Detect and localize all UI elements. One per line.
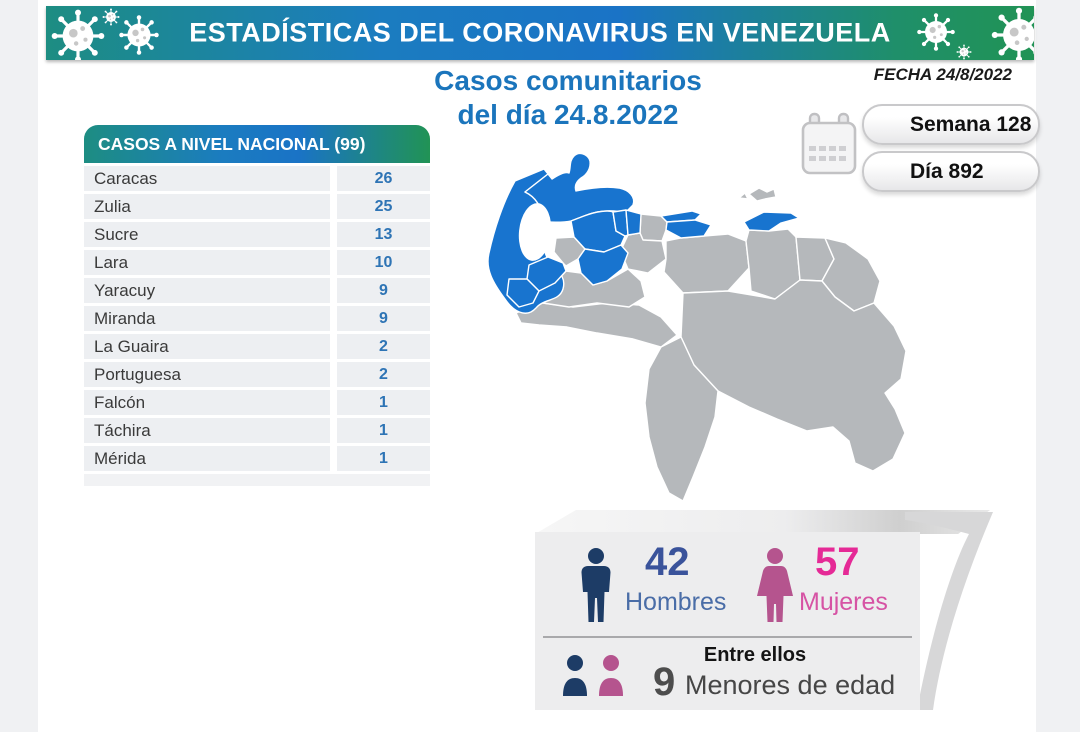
- gender-stats-panel: 42 Hombres 57 Mujeres Entre ellos 9 Meno…: [535, 532, 920, 710]
- state-name: Mérida: [84, 446, 330, 471]
- state-cases: 26: [337, 166, 430, 191]
- men-label: Hombres: [625, 588, 727, 616]
- island-margarita: [748, 187, 777, 202]
- state-tachira: [506, 278, 540, 308]
- state-name: Falcón: [84, 390, 330, 415]
- state-falcon: [524, 152, 635, 223]
- panel-divider: [543, 636, 912, 638]
- state-apure: [515, 302, 678, 348]
- page-title: ESTADÍSTICAS DEL CORONAVIRUS EN VENEZUEL…: [189, 17, 891, 48]
- women-label: Mujeres: [799, 588, 888, 616]
- minors-intro: Entre ellos: [703, 644, 807, 666]
- state-portuguesa: [577, 244, 629, 286]
- state-cases: 13: [337, 222, 430, 247]
- state-name: Sucre: [84, 222, 330, 247]
- state-guarico: [663, 233, 750, 294]
- state-cases: 1: [337, 390, 430, 415]
- state-bolivar: [680, 279, 907, 472]
- national-cases-table: CASOS A NIVEL NACIONAL (99) Caracas 26 Zu…: [84, 125, 430, 486]
- table-row: Mérida 1: [84, 446, 430, 471]
- table-header: CASOS A NIVEL NACIONAL (99): [84, 125, 430, 163]
- state-name: La Guaira: [84, 334, 330, 359]
- state-sucre: [743, 211, 800, 232]
- table-row: Portuguesa 2: [84, 362, 430, 387]
- date-label: FECHA 24/8/2022: [873, 65, 1012, 84]
- state-name: Zulia: [84, 194, 330, 219]
- table-row: Táchira 1: [84, 418, 430, 443]
- state-amazonas: [644, 336, 719, 502]
- state-cases: 2: [337, 334, 430, 359]
- table-row: Miranda 9: [84, 306, 430, 331]
- subtitle-line2: del día 24.8.2022: [457, 99, 679, 130]
- women-count: 57: [815, 540, 860, 584]
- table-row: Yaracuy 9: [84, 278, 430, 303]
- table-row: Caracas 26: [84, 166, 430, 191]
- woman-icon: [757, 548, 793, 622]
- lake-maracaibo: [518, 203, 552, 261]
- state-cases: 1: [337, 418, 430, 443]
- table-row: Zulia 25: [84, 194, 430, 219]
- table-row: La Guaira 2: [84, 334, 430, 359]
- week-badge: Semana 128: [862, 104, 1040, 145]
- state-name: Caracas: [84, 166, 330, 191]
- state-cases: 1: [337, 446, 430, 471]
- state-cases: 10: [337, 250, 430, 275]
- man-woman-bust-icons: [563, 655, 623, 696]
- minors-label: Menores de edad: [685, 670, 896, 700]
- man-icon: [581, 548, 611, 622]
- state-barinas: [540, 268, 646, 308]
- state-cases: 2: [337, 362, 430, 387]
- state-name: Portuguesa: [84, 362, 330, 387]
- table-shadow: [84, 474, 430, 486]
- calendar-icon: [801, 112, 857, 175]
- minors-count: 9: [653, 660, 676, 704]
- state-cases: 9: [337, 278, 430, 303]
- header-banner: ESTADÍSTICAS DEL CORONAVIRUS EN VENEZUEL…: [46, 6, 1034, 60]
- panel-page-curl: [905, 512, 993, 710]
- subtitle: Casos comunitarios del día 24.8.2022: [408, 64, 728, 132]
- state-carabobo: [625, 209, 642, 236]
- table-row: Sucre 13: [84, 222, 430, 247]
- state-la-guaira: [660, 210, 702, 223]
- day-badge: Día 892: [862, 151, 1040, 192]
- table-row: Falcón 1: [84, 390, 430, 415]
- state-name: Táchira: [84, 418, 330, 443]
- state-name: Lara: [84, 250, 330, 275]
- subtitle-line1: Casos comunitarios: [434, 65, 702, 96]
- state-cases: 9: [337, 306, 430, 331]
- state-cases: 25: [337, 194, 430, 219]
- state-miranda: [665, 219, 712, 239]
- page-left-margin: [0, 0, 38, 732]
- venezuela-map: [478, 142, 983, 522]
- island-coche: [738, 192, 749, 200]
- state-yaracuy: [612, 209, 629, 237]
- table-row: Lara 10: [84, 250, 430, 275]
- state-name: Miranda: [84, 306, 330, 331]
- men-count: 42: [645, 540, 690, 584]
- page-right-margin: [1036, 0, 1080, 732]
- state-name: Yaracuy: [84, 278, 330, 303]
